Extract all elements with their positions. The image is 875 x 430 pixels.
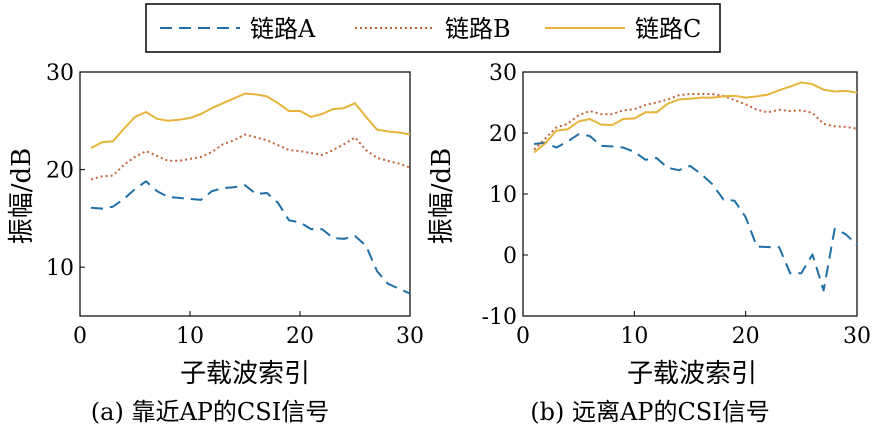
legend-label-a: 链路A [250,15,316,43]
panel-a-xtick-label-1: 10 [176,324,204,349]
panel-b-caption: (b) 远离AP的CSI信号 [530,398,769,426]
panel-b-ytick-label-0: -10 [482,305,517,330]
panel-a: 0 10 20 30 10 20 30 子载波索引 振幅/dB (a) 靠近AP的CSI信号 [7,61,424,426]
panel-a-ytick-label-1: 20 [46,159,74,184]
panel-b-ytick-label-3: 20 [489,122,517,147]
panel-b-xtick-label-3: 30 [843,324,871,349]
panel-b-series-b [533,93,858,151]
panel-a-ytick-label-0: 10 [46,256,74,281]
panel-b-ytick-label-1: 0 [503,244,517,269]
panel-a-xtick-label-0: 0 [73,324,87,349]
panel-b-xtick-label-1: 10 [620,324,648,349]
panel-a-series-a [90,180,411,295]
panel-b-ytick-label-4: 30 [489,61,517,86]
panel-b-frame [522,71,858,317]
panel-a-frame [79,71,411,317]
panel-b-xtick-label-0: 0 [516,324,530,349]
panel-a-series-c [90,92,411,149]
panel-a-ylabel: 振幅/dB [7,148,37,245]
legend-box [145,3,721,53]
panel-b-xlabel: 子载波索引 [627,359,757,389]
plot-a-area: 0 10 20 30 10 20 30 [46,61,424,349]
panel-a-ytick-label-2: 30 [46,61,74,86]
panel-a-series-b [90,133,411,181]
legend-label-b: 链路B [445,15,511,43]
legend-label-c: 链路C [635,15,701,43]
panel-b-ylabel: 振幅/dB [427,148,457,245]
panel-a-xtick-label-2: 20 [286,324,314,349]
panel-b-xtick-label-2: 20 [732,324,760,349]
panel-b-ytick-label-2: 10 [489,183,517,208]
panel-b-series-a [533,133,858,292]
legend: 链路A 链路B 链路C [145,3,721,53]
panel-a-xlabel: 子载波索引 [180,359,310,389]
panel-a-xtick-label-3: 30 [396,324,424,349]
panel-b-series-c [533,81,858,154]
panel-a-caption: (a) 靠近AP的CSI信号 [91,398,329,426]
